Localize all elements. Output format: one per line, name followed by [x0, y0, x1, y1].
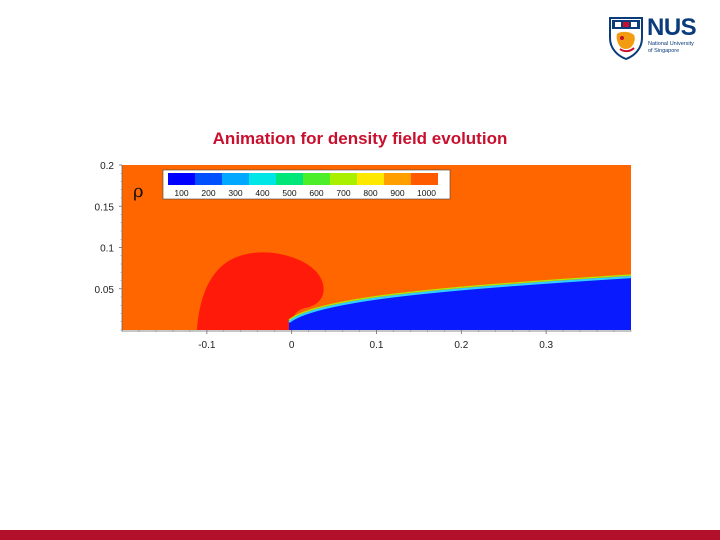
- nus-subtitle-line2: of Singapore: [648, 47, 680, 54]
- colorbar-swatch: [249, 173, 276, 185]
- colorbar-swatches: [168, 173, 438, 185]
- colorbar-swatch: [357, 173, 384, 185]
- slide-title: Animation for density field evolution: [212, 129, 508, 148]
- y-tick-label: 0.2: [100, 161, 114, 172]
- y-tick-labels: 0.2 0.15 0.1 0.05: [95, 161, 115, 296]
- x-tick-labels: -0.1 0 0.1 0.2 0.3: [198, 340, 553, 351]
- x-tick-label: 0.1: [370, 340, 384, 351]
- colorbar-swatch: [411, 173, 438, 185]
- colorbar-swatch: [168, 173, 195, 185]
- colorbar-labels: 100 200 300 400 500 600 700 800 900 1000: [174, 188, 436, 198]
- colorbar-label: 800: [363, 188, 377, 198]
- colorbar-label: 700: [336, 188, 350, 198]
- nus-wordmark: NUS: [647, 14, 697, 41]
- colorbar-label: 1000: [417, 188, 436, 198]
- nus-logo: NUS National University of Singapore: [606, 14, 704, 62]
- x-tick-label: -0.1: [198, 340, 216, 351]
- x-tick-label: 0.3: [539, 340, 553, 351]
- colorbar-label: 200: [201, 188, 215, 198]
- colorbar-label: 100: [174, 188, 188, 198]
- y-tick-label: 0.1: [100, 244, 114, 255]
- colorbar-swatch: [330, 173, 357, 185]
- nus-subtitle-line1: National University: [648, 41, 694, 47]
- colorbar-label: 300: [228, 188, 242, 198]
- x-tick-label: 0.2: [454, 340, 468, 351]
- y-tick-label: 0.05: [95, 285, 115, 296]
- x-tick-label: 0: [289, 340, 295, 351]
- colorbar-label: 900: [390, 188, 404, 198]
- colorbar-swatch: [195, 173, 222, 185]
- nus-crest-icon: [609, 17, 643, 60]
- x-tick-marks: [121, 330, 632, 334]
- variable-symbol: ρ: [133, 181, 144, 202]
- colorbar-swatch: [384, 173, 411, 185]
- shock-layer: [288, 275, 632, 323]
- colorbar-legend: ρ 100 200 300 400 500 600 700 800 900 1000: [130, 168, 451, 202]
- colorbar-swatch: [276, 173, 303, 185]
- high-density-region: [197, 252, 324, 330]
- y-tick-marks: [119, 164, 122, 331]
- footer-bar: [0, 530, 720, 540]
- y-tick-label: 0.15: [95, 202, 115, 213]
- colorbar-label: 400: [255, 188, 269, 198]
- low-density-region: [289, 277, 631, 330]
- nus-subtitle: National University of Singapore: [648, 41, 704, 54]
- colorbar-swatch: [303, 173, 330, 185]
- colorbar-label: 500: [282, 188, 296, 198]
- shock-layer-outer: [288, 274, 632, 321]
- colorbar-swatch: [222, 173, 249, 185]
- colorbar-label: 600: [309, 188, 323, 198]
